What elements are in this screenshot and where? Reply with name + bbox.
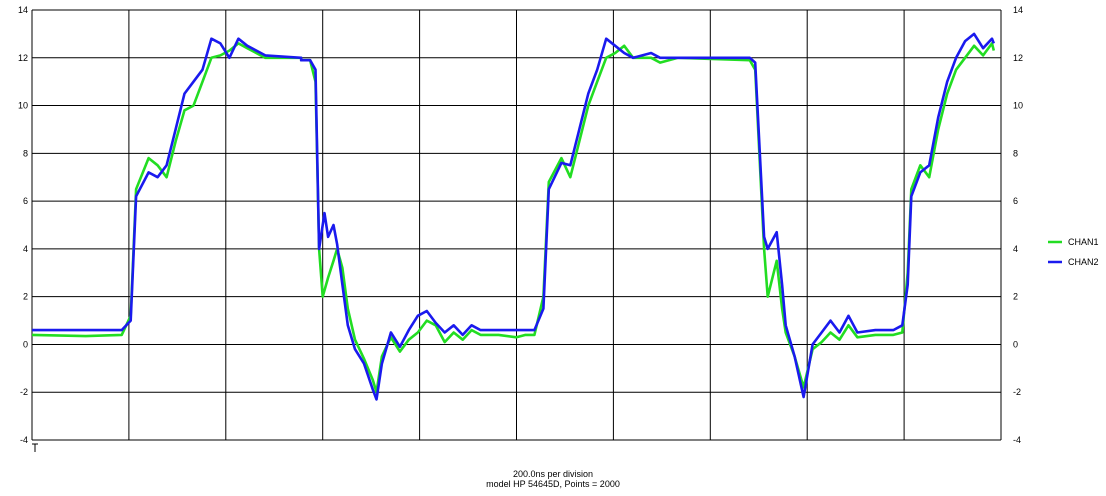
- chart-grid: [31, 9, 1002, 452]
- y-tick-label-left: 8: [23, 148, 28, 158]
- y-tick-label-left: 14: [18, 5, 28, 15]
- y-tick-label-right: -2: [1013, 387, 1021, 397]
- y-tick-label-right: 8: [1013, 148, 1018, 158]
- chart-series: [31, 32, 996, 401]
- y-tick-label-right: 2: [1013, 292, 1018, 302]
- y-tick-label-left: 6: [23, 196, 28, 206]
- y-tick-label-left: -4: [20, 435, 28, 445]
- y-tick-label-left: 2: [23, 292, 28, 302]
- y-tick-label-left: 0: [23, 339, 28, 349]
- y-tick-label-left: 4: [23, 244, 28, 254]
- y-tick-label-right: -4: [1013, 435, 1021, 445]
- y-tick-label-right: 6: [1013, 196, 1018, 206]
- y-tick-label-right: 14: [1013, 5, 1023, 15]
- legend-label-chan1: CHAN1: [1068, 237, 1099, 247]
- y-tick-label-left: -2: [20, 387, 28, 397]
- series-line-chan2: [32, 32, 996, 401]
- y-tick-label-right: 0: [1013, 339, 1018, 349]
- caption-division: 200.0ns per division: [512, 469, 594, 479]
- y-tick-label-right: 12: [1013, 53, 1023, 63]
- y-tick-label-right: 4: [1013, 244, 1018, 254]
- y-tick-label-left: 12: [18, 53, 28, 63]
- legend-label-chan2: CHAN2: [1068, 257, 1099, 267]
- chart-legend: CHAN1 CHAN2: [1048, 237, 1099, 267]
- series-line-chan1: [31, 42, 996, 394]
- caption-model: model HP 54645D, Points = 2000: [486, 479, 620, 489]
- y-tick-label-left: 10: [18, 101, 28, 111]
- y-axis-ticks: -4 -4 -2 -2 0 0 2 2 4 4 6 6 8 8 10 10 12 12 14 14: [18, 5, 1023, 445]
- y-tick-label-right: 10: [1013, 101, 1023, 111]
